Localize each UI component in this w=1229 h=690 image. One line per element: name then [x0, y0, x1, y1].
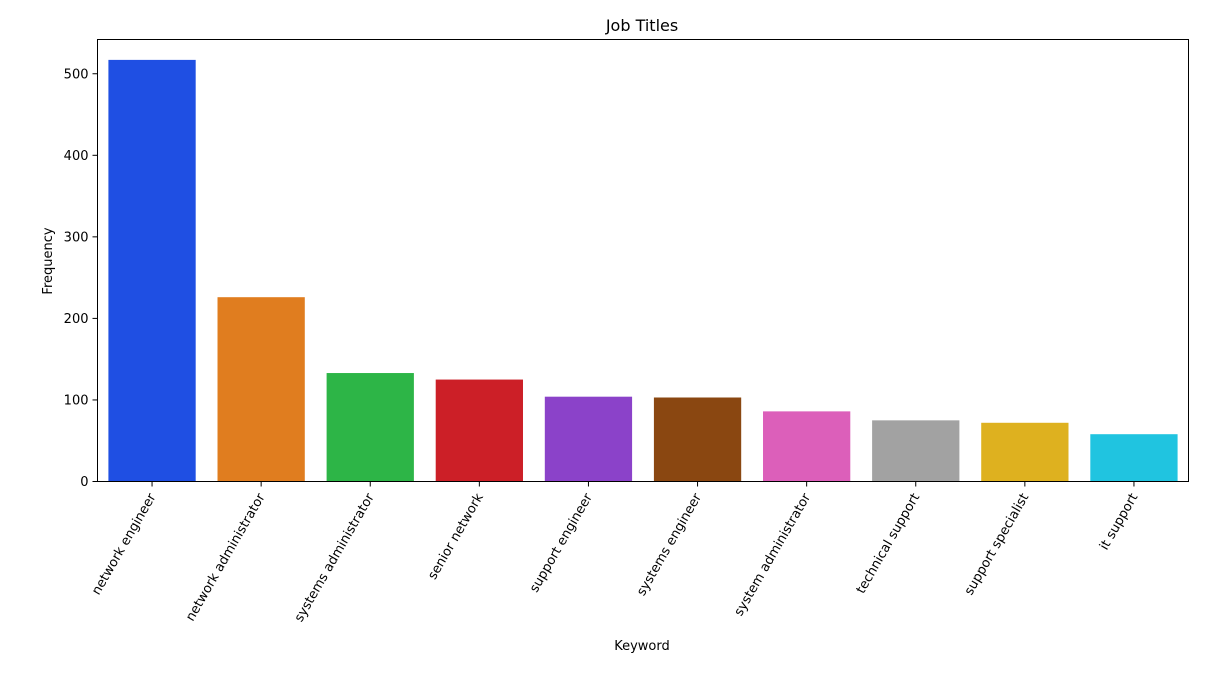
- x-tick-label-2: systems administrator: [292, 490, 378, 624]
- y-axis: 0 100 200 300 400 500: [64, 67, 98, 490]
- bar-3: [435, 379, 523, 482]
- bar-7: [872, 420, 960, 482]
- y-tick-label-3: 300: [64, 230, 89, 245]
- bar-5: [653, 397, 742, 482]
- x-tick-label-7: technical support: [854, 491, 924, 596]
- bar-1: [217, 297, 305, 482]
- bars-group: [108, 59, 1178, 482]
- x-axis-label: Keyword: [614, 639, 670, 654]
- y-tick-label-1: 100: [64, 393, 89, 408]
- x-tick-label-6: system administrator: [732, 490, 815, 618]
- bar-0: [108, 59, 196, 482]
- x-tick-label-3: senior network: [425, 491, 487, 583]
- x-tick-label-1: network administrator: [183, 490, 269, 624]
- x-tick-label-9: it support: [1097, 491, 1141, 553]
- bar-4: [544, 396, 633, 482]
- x-tick-label-5: systems engineer: [634, 490, 705, 598]
- y-tick-label-4: 400: [64, 149, 89, 164]
- y-tick-label-5: 500: [64, 67, 89, 82]
- bar-2: [326, 373, 414, 482]
- x-tick-label-0: network engineer: [89, 490, 160, 597]
- y-axis-label: Frequency: [41, 227, 56, 294]
- x-tick-label-8: support specialist: [962, 491, 1032, 598]
- x-axis: network engineer network administrator sys…: [89, 481, 1141, 625]
- chart-title: Job Titles: [605, 16, 678, 35]
- y-tick-label-2: 200: [64, 312, 89, 327]
- bar-8: [981, 422, 1069, 482]
- bar-6: [763, 411, 851, 482]
- plot-frame: [97, 39, 1189, 482]
- x-tick-label-4: support engineer: [527, 490, 596, 595]
- bar-9: [1090, 434, 1178, 482]
- y-tick-label-0: 0: [80, 475, 88, 490]
